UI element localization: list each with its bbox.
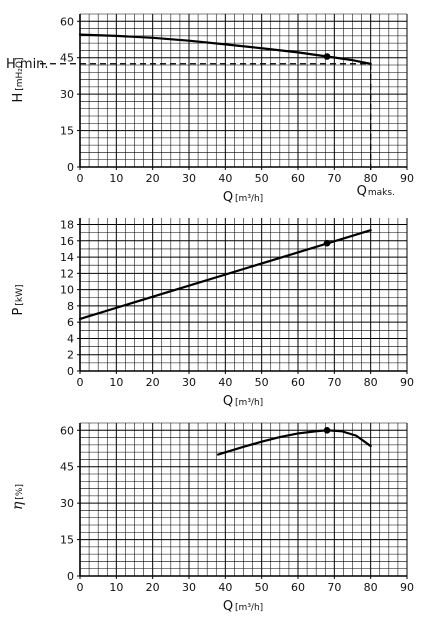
y-tick-label: 45 [60, 461, 74, 474]
x-tick-label: 20 [146, 581, 160, 594]
y-axis-label: η[%] [10, 484, 26, 510]
x-tick-label: 30 [182, 376, 196, 389]
y-tick-label: 15 [60, 125, 74, 138]
operating-point [323, 53, 331, 60]
x-axis-label: Q [m³/h] [223, 599, 263, 614]
chart-p-grid [79, 218, 408, 372]
x-tick-label: 0 [77, 581, 84, 594]
chart-p: 0 10 20 30 40 50 60 70 80 90 0 2 4 6 8 10 12 14 16 18 Q [m³/h… [11, 218, 414, 409]
x-tick-label: 0 [77, 172, 84, 185]
x-tick-label: 50 [255, 581, 269, 594]
series-line [78, 229, 372, 321]
x-tick-label: 90 [400, 581, 414, 594]
series-line [216, 429, 372, 456]
operating-point [323, 426, 331, 434]
x-tick-label: 10 [109, 581, 123, 594]
y-tick-label: 2 [67, 349, 74, 362]
x-tick-label: 80 [364, 172, 378, 185]
x-tick-label: 40 [218, 581, 232, 594]
h-min-label: H min. [6, 57, 49, 72]
y-tick-label: 60 [60, 15, 74, 28]
x-tick-label: 40 [218, 376, 232, 389]
y-tick-label: 0 [67, 570, 74, 583]
y-tick-label: 30 [60, 497, 74, 510]
y-tick-label: 14 [60, 251, 74, 264]
y-tick-label: 10 [60, 284, 74, 297]
x-tick-label: 20 [146, 376, 160, 389]
y-tick-label: 0 [67, 365, 74, 378]
x-axis-label: Q [m³/h] [223, 190, 263, 205]
x-tick-label: 10 [109, 172, 123, 185]
x-tick-label: 60 [291, 376, 305, 389]
y-axis-label: H[mH₂O] [11, 57, 26, 102]
x-tick-label: 30 [182, 172, 196, 185]
x-tick-label: 60 [291, 172, 305, 185]
x-tick-label: 80 [364, 376, 378, 389]
x-tick-label: 90 [400, 376, 414, 389]
x-tick-label: 30 [182, 581, 196, 594]
y-tick-label: 30 [60, 88, 74, 101]
y-tick-label: 60 [60, 424, 74, 437]
y-tick-label: 15 [60, 534, 74, 547]
y-tick-label: 8 [67, 300, 74, 313]
x-tick-label: 70 [327, 376, 341, 389]
y-tick-label: 45 [60, 52, 74, 65]
x-tick-label: 80 [364, 581, 378, 594]
chart-h: 0 10 20 30 40 50 60 70 80 90 0 15 30 45 60 Q [m³/h] H[mH₂… [6, 13, 414, 205]
series-line [78, 33, 372, 65]
x-tick-label: 0 [77, 376, 84, 389]
chart-eta: 0 10 20 30 40 50 60 70 80 90 0 15 30 45 60 Q [m³/h] η[%] [10, 422, 414, 614]
y-tick-label: 4 [67, 332, 74, 345]
y-tick-label: 0 [67, 161, 74, 174]
x-axis-label: Q [m³/h] [223, 394, 263, 409]
x-tick-label: 10 [109, 376, 123, 389]
x-tick-label: 90 [400, 172, 414, 185]
y-tick-label: 6 [67, 316, 74, 329]
x-tick-label: 60 [291, 581, 305, 594]
x-tick-label: 70 [327, 172, 341, 185]
y-tick-label: 16 [60, 235, 74, 248]
q-max-label: Qmaks. [357, 184, 395, 199]
y-axis-label: P[kW] [11, 285, 26, 316]
y-tick-label: 12 [60, 267, 74, 280]
operating-point [323, 239, 331, 247]
x-tick-label: 50 [255, 172, 269, 185]
x-tick-label: 70 [327, 581, 341, 594]
x-tick-label: 20 [146, 172, 160, 185]
x-tick-label: 40 [218, 172, 232, 185]
y-tick-label: 18 [60, 219, 74, 232]
x-tick-label: 50 [255, 376, 269, 389]
